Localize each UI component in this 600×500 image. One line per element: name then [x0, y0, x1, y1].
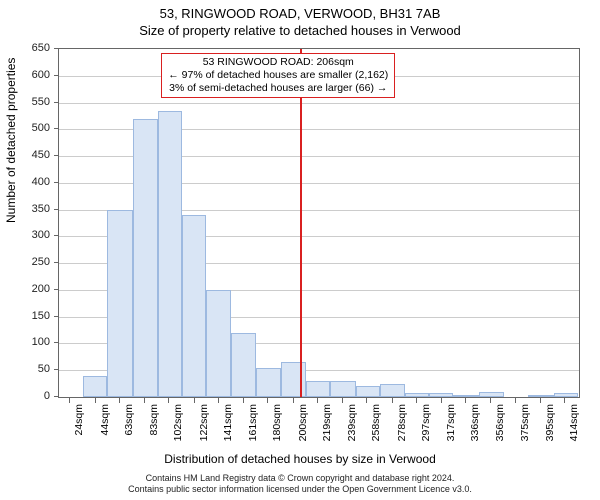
- x-tick-label: 83sqm: [148, 404, 160, 436]
- y-axis-ticks: 050100150200250300350400450500550600650: [0, 48, 54, 398]
- x-tick-label: 414sqm: [568, 404, 580, 441]
- x-tick-label: 141sqm: [222, 404, 234, 441]
- footer-line2: Contains public sector information licen…: [0, 484, 600, 495]
- x-tick-label: 375sqm: [519, 404, 531, 441]
- histogram-bar: [206, 290, 231, 397]
- footer-line1: Contains HM Land Registry data © Crown c…: [0, 473, 600, 484]
- x-tick-label: 297sqm: [420, 404, 432, 441]
- y-tick-label: 600: [10, 69, 50, 81]
- x-tick-label: 102sqm: [172, 404, 184, 441]
- histogram-bar: [182, 215, 206, 397]
- chart-subtitle: Size of property relative to detached ho…: [0, 21, 600, 38]
- histogram-bar: [158, 111, 182, 397]
- plot-area: 53 RINGWOOD ROAD: 206sqm ← 97% of detach…: [58, 48, 580, 398]
- histogram-bar: [405, 393, 429, 397]
- histogram-bar: [306, 381, 330, 397]
- x-tick-label: 122sqm: [198, 404, 210, 441]
- x-tick-label: 336sqm: [469, 404, 481, 441]
- histogram-bars: [59, 49, 579, 397]
- x-axis-label: Distribution of detached houses by size …: [0, 452, 600, 466]
- x-tick-label: 356sqm: [494, 404, 506, 441]
- x-tick-label: 395sqm: [544, 404, 556, 441]
- x-tick-label: 200sqm: [297, 404, 309, 441]
- annot-line3: 3% of semi-detached houses are larger (6…: [168, 82, 388, 95]
- x-tick-label: 278sqm: [396, 404, 408, 441]
- annotation-box: 53 RINGWOOD ROAD: 206sqm ← 97% of detach…: [161, 53, 395, 98]
- histogram-bar: [528, 395, 553, 397]
- y-tick-label: 500: [10, 122, 50, 134]
- histogram-bar: [453, 395, 478, 397]
- y-tick-label: 450: [10, 149, 50, 161]
- histogram-bar: [380, 384, 405, 397]
- page-title: 53, RINGWOOD ROAD, VERWOOD, BH31 7AB: [0, 0, 600, 21]
- histogram-bar: [231, 333, 255, 397]
- histogram-bar: [256, 368, 281, 397]
- footer-attribution: Contains HM Land Registry data © Crown c…: [0, 473, 600, 495]
- x-axis-ticks: 24sqm 44sqm 63sqm 83sqm 102sqm 122sqm 141sqm 16…: [58, 398, 580, 458]
- chart-container: 53, RINGWOOD ROAD, VERWOOD, BH31 7AB Siz…: [0, 0, 600, 500]
- histogram-bar: [356, 386, 380, 397]
- x-tick-label: 44sqm: [99, 404, 111, 436]
- histogram-bar: [133, 119, 158, 397]
- histogram-bar: [281, 362, 306, 397]
- histogram-bar: [83, 376, 107, 397]
- y-tick-label: 150: [10, 310, 50, 322]
- y-tick-label: 550: [10, 96, 50, 108]
- x-tick-label: 239sqm: [346, 404, 358, 441]
- x-tick-label: 180sqm: [271, 404, 283, 441]
- x-tick-label: 63sqm: [123, 404, 135, 436]
- y-tick-label: 250: [10, 256, 50, 268]
- x-tick-label: 317sqm: [445, 404, 457, 441]
- x-tick-label: 24sqm: [73, 404, 85, 436]
- annot-line2: ← 97% of detached houses are smaller (2,…: [168, 69, 388, 82]
- histogram-bar: [330, 381, 355, 397]
- x-tick-label: 219sqm: [321, 404, 333, 441]
- reference-line: [300, 49, 302, 397]
- histogram-bar: [554, 393, 578, 397]
- y-tick-label: 300: [10, 229, 50, 241]
- x-tick-label: 161sqm: [247, 404, 259, 441]
- y-tick-label: 200: [10, 283, 50, 295]
- y-tick-label: 350: [10, 203, 50, 215]
- x-tick-label: 258sqm: [370, 404, 382, 441]
- histogram-bar: [479, 392, 504, 397]
- y-tick-label: 0: [10, 390, 50, 402]
- y-tick-label: 400: [10, 176, 50, 188]
- annot-line1: 53 RINGWOOD ROAD: 206sqm: [168, 56, 388, 69]
- histogram-bar: [429, 393, 453, 397]
- y-tick-label: 100: [10, 336, 50, 348]
- histogram-bar: [107, 210, 132, 397]
- y-tick-label: 50: [10, 363, 50, 375]
- y-tick-label: 650: [10, 42, 50, 54]
